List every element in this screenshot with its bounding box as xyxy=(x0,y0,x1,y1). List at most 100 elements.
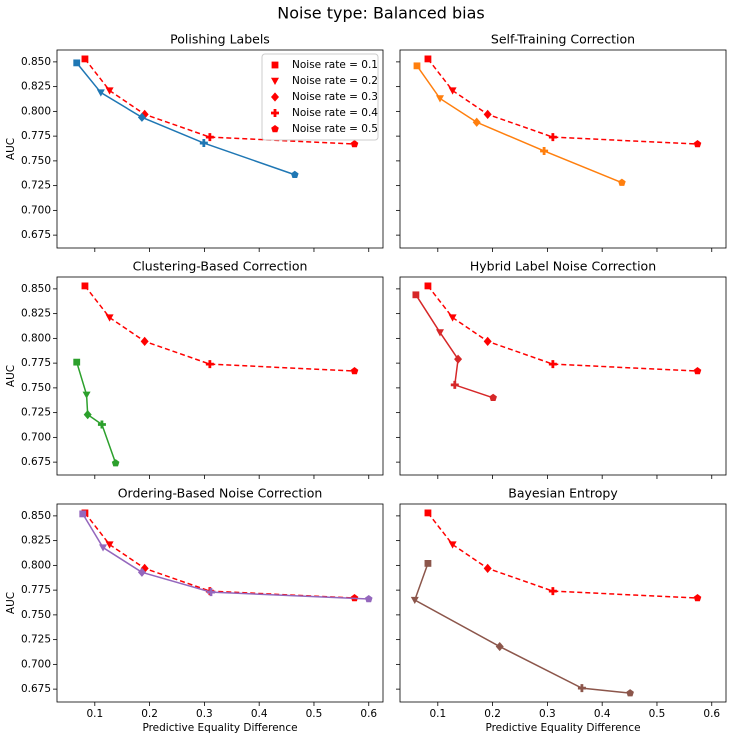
x-tick-label: 0.2 xyxy=(484,708,501,720)
data-point xyxy=(540,146,549,155)
data-point xyxy=(364,595,373,603)
y-tick-label: 0.675 xyxy=(21,229,51,241)
data-point xyxy=(693,140,702,148)
data-point xyxy=(483,109,492,119)
y-tick-label: 0.750 xyxy=(21,155,51,167)
y-tick-label: 0.825 xyxy=(21,81,51,93)
data-point xyxy=(73,358,81,366)
y-tick-label: 0.700 xyxy=(21,204,51,216)
data-point xyxy=(205,360,214,369)
data-point xyxy=(140,336,149,346)
legend-marker xyxy=(271,61,279,69)
data-point xyxy=(626,689,634,697)
x-tick-label: 0.1 xyxy=(429,708,446,720)
data-point xyxy=(448,314,457,322)
panel-title: Polishing Labels xyxy=(170,32,270,47)
y-tick-label: 0.775 xyxy=(21,130,51,142)
y-tick-label: 0.700 xyxy=(21,431,51,443)
data-point xyxy=(454,354,463,364)
x-tick-label: 0.1 xyxy=(86,708,103,720)
x-tick-label: 0.4 xyxy=(251,708,268,720)
y-tick-label: 0.850 xyxy=(21,56,51,68)
data-point xyxy=(495,641,504,652)
panel-title: Bayesian Entropy xyxy=(508,486,618,501)
data-point xyxy=(577,684,586,693)
data-point xyxy=(548,133,557,142)
y-tick-label: 0.825 xyxy=(21,308,51,320)
y-tick-label: 0.700 xyxy=(21,658,51,670)
y-tick-label: 0.750 xyxy=(21,382,51,394)
data-point xyxy=(97,420,106,429)
data-point xyxy=(105,541,114,549)
x-tick-label: 0.4 xyxy=(594,708,611,720)
data-point xyxy=(137,567,146,577)
y-tick-label: 0.800 xyxy=(21,332,51,344)
data-point xyxy=(350,367,359,375)
data-point xyxy=(81,282,89,290)
plot-frame xyxy=(56,276,384,476)
plot-frame xyxy=(56,503,384,703)
data-point xyxy=(412,291,420,299)
data-point xyxy=(435,95,444,103)
y-tick-label: 0.850 xyxy=(21,510,51,522)
data-point xyxy=(618,178,626,186)
data-point xyxy=(424,560,432,567)
legend-marker xyxy=(271,92,279,102)
legend-label: Noise rate = 0.1 xyxy=(292,59,378,71)
legend-label: Noise rate = 0.5 xyxy=(292,123,378,135)
data-point xyxy=(448,87,457,95)
data-point xyxy=(548,360,557,369)
y-tick-label: 0.825 xyxy=(21,535,51,547)
y-tick-label: 0.675 xyxy=(21,456,51,468)
x-axis-label: Predictive Equality Difference xyxy=(485,722,640,734)
data-point xyxy=(206,588,215,597)
legend-marker xyxy=(271,109,279,117)
figure-title: Noise type: Balanced bias xyxy=(277,4,484,23)
y-tick-label: 0.775 xyxy=(21,584,51,596)
plot-frame xyxy=(399,49,727,249)
y-tick-label: 0.850 xyxy=(21,283,51,295)
data-point xyxy=(413,62,421,70)
plot-frame xyxy=(399,503,727,703)
y-tick-label: 0.725 xyxy=(21,180,51,192)
legend-label: Noise rate = 0.3 xyxy=(292,91,378,103)
data-point xyxy=(81,55,89,63)
data-point xyxy=(489,393,497,402)
data-point xyxy=(350,140,359,148)
data-point xyxy=(472,117,481,127)
data-point xyxy=(448,541,457,549)
data-point xyxy=(137,112,146,122)
y-tick-label: 0.800 xyxy=(21,105,51,117)
panel-title: Clustering-Based Correction xyxy=(133,259,308,274)
x-tick-label: 0.5 xyxy=(306,708,323,720)
x-tick-label: 0.3 xyxy=(539,708,556,720)
x-tick-label: 0.6 xyxy=(360,708,377,720)
panel-title: Self-Training Correction xyxy=(491,32,635,47)
x-tick-label: 0.6 xyxy=(703,708,720,720)
legend-label: Noise rate = 0.4 xyxy=(292,107,378,119)
data-point xyxy=(290,170,299,178)
data-point xyxy=(693,594,702,602)
y-axis-label: AUC xyxy=(5,592,17,614)
x-tick-label: 0.2 xyxy=(141,708,158,720)
data-point xyxy=(483,336,492,346)
data-point xyxy=(483,563,492,573)
data-point xyxy=(140,563,149,573)
x-tick-label: 0.3 xyxy=(196,708,213,720)
data-point xyxy=(82,391,91,399)
y-tick-label: 0.775 xyxy=(21,357,51,369)
panel-title: Hybrid Label Noise Correction xyxy=(470,259,656,274)
data-point xyxy=(83,410,92,420)
legend-marker xyxy=(271,125,279,133)
data-point xyxy=(548,587,557,596)
data-point xyxy=(99,544,108,552)
data-point xyxy=(450,380,459,389)
data-point xyxy=(79,510,87,518)
data-point xyxy=(205,133,214,142)
y-tick-label: 0.800 xyxy=(21,559,51,571)
plot-frame xyxy=(56,49,384,249)
legend-label: Noise rate = 0.2 xyxy=(292,75,378,87)
y-axis-label: AUC xyxy=(5,365,17,387)
data-point xyxy=(424,55,432,63)
